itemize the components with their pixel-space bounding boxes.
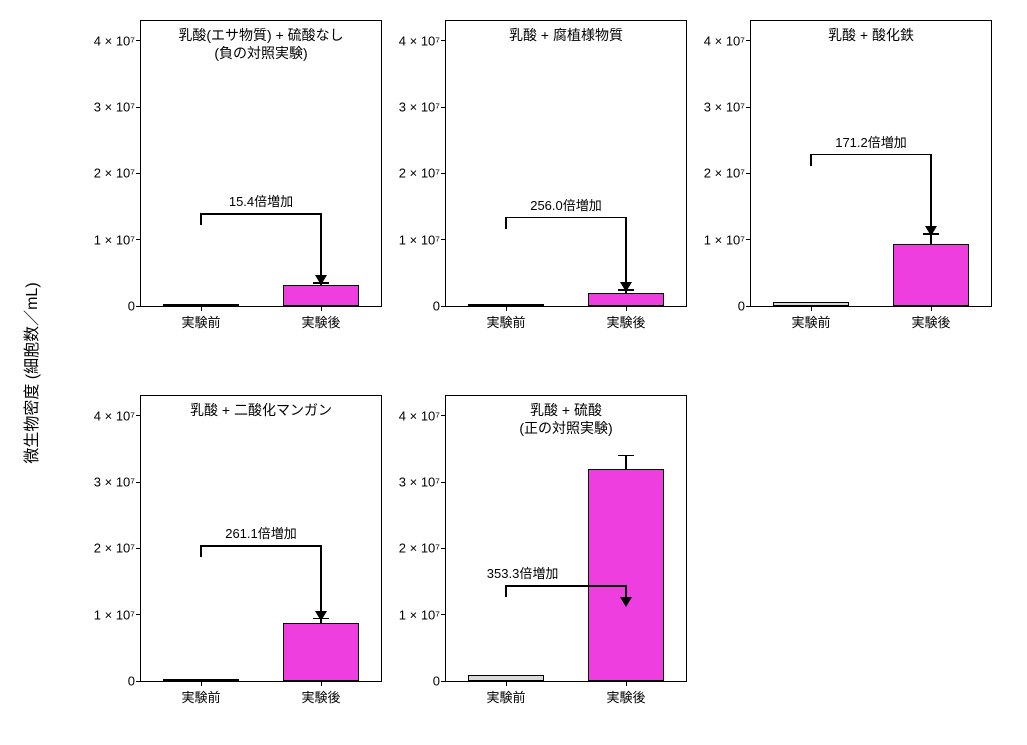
x-tick-label: 実験前 xyxy=(181,681,220,706)
annotation-bracket-left xyxy=(200,545,202,557)
annotation-arrowhead xyxy=(620,282,632,292)
y-tick-label: 1 × 10⁷ xyxy=(704,232,751,247)
y-tick-label: 3 × 10⁷ xyxy=(94,100,141,115)
x-tick-label: 実験前 xyxy=(486,306,525,331)
annotation-bracket-left xyxy=(810,154,812,166)
annotation-text: 256.0倍増加 xyxy=(530,195,602,214)
x-tick-label: 実験後 xyxy=(606,306,645,331)
panel-title: 乳酸 + 硫酸(正の対照実験) xyxy=(519,402,612,437)
y-tick-label: 4 × 10⁷ xyxy=(399,33,446,48)
bar-before xyxy=(163,679,240,681)
y-tick-label: 0 xyxy=(433,674,446,689)
figure-root: 微生物密度 (細胞数／mL) 乳酸(エサ物質) + 硫酸なし(負の対照実験)01… xyxy=(0,0,1027,745)
annotation-arrow-stem xyxy=(320,213,322,276)
chart-panel: 乳酸(エサ物質) + 硫酸なし(負の対照実験)01 × 10⁷2 × 10⁷3 … xyxy=(140,20,382,307)
annotation-bracket xyxy=(811,154,931,156)
y-axis-label: 微生物密度 (細胞数／mL) xyxy=(18,282,42,463)
errorbar-cap xyxy=(618,455,634,457)
y-tick-label: 2 × 10⁷ xyxy=(94,541,141,556)
y-tick-label: 2 × 10⁷ xyxy=(399,541,446,556)
annotation-bracket xyxy=(506,217,626,219)
y-tick-label: 2 × 10⁷ xyxy=(94,166,141,181)
annotation-text: 261.1倍増加 xyxy=(225,523,297,542)
annotation-bracket xyxy=(201,545,321,547)
bar-after xyxy=(588,293,665,306)
annotation-arrowhead xyxy=(925,226,937,236)
y-tick-label: 2 × 10⁷ xyxy=(399,166,446,181)
annotation-bracket xyxy=(506,585,626,587)
y-tick-label: 1 × 10⁷ xyxy=(94,232,141,247)
annotation-arrow-stem xyxy=(930,154,932,228)
annotation-arrowhead xyxy=(620,597,632,607)
y-tick-label: 0 xyxy=(128,299,141,314)
bar-after xyxy=(283,285,360,306)
y-tick-label: 4 × 10⁷ xyxy=(94,33,141,48)
panel-title: 乳酸 + 二酸化マンガン xyxy=(190,402,332,420)
annotation-bracket-left xyxy=(505,585,507,597)
bar-before xyxy=(468,304,545,306)
annotation-text: 353.3倍増加 xyxy=(487,563,559,582)
bar-before xyxy=(468,675,545,681)
y-tick-label: 0 xyxy=(128,674,141,689)
chart-panel: 乳酸 + 腐植様物質01 × 10⁷2 × 10⁷3 × 10⁷4 × 10⁷実… xyxy=(445,20,687,307)
bar-after xyxy=(588,469,665,681)
bar-before xyxy=(773,302,850,306)
bar-after xyxy=(283,623,360,681)
x-tick-label: 実験後 xyxy=(606,681,645,706)
y-tick-label: 0 xyxy=(433,299,446,314)
errorbar-stem xyxy=(625,456,627,469)
y-tick-label: 0 xyxy=(738,299,751,314)
annotation-arrow-stem xyxy=(625,217,627,284)
y-tick-label: 4 × 10⁷ xyxy=(94,408,141,423)
annotation-bracket-left xyxy=(505,217,507,229)
y-tick-label: 1 × 10⁷ xyxy=(399,607,446,622)
annotation-arrowhead xyxy=(315,611,327,621)
chart-panel: 乳酸 + 硫酸(正の対照実験)01 × 10⁷2 × 10⁷3 × 10⁷4 ×… xyxy=(445,395,687,682)
y-tick-label: 1 × 10⁷ xyxy=(94,607,141,622)
x-tick-label: 実験後 xyxy=(301,306,340,331)
y-tick-label: 3 × 10⁷ xyxy=(704,100,751,115)
y-tick-label: 3 × 10⁷ xyxy=(94,475,141,490)
chart-panel: 乳酸 + 酸化鉄01 × 10⁷2 × 10⁷3 × 10⁷4 × 10⁷実験前… xyxy=(750,20,992,307)
panel-title: 乳酸 + 酸化鉄 xyxy=(828,27,914,45)
bar-before xyxy=(163,304,240,306)
x-tick-label: 実験後 xyxy=(301,681,340,706)
x-tick-label: 実験後 xyxy=(911,306,950,331)
y-tick-label: 4 × 10⁷ xyxy=(399,408,446,423)
annotation-text: 15.4倍増加 xyxy=(229,191,293,210)
annotation-bracket xyxy=(201,213,321,215)
y-tick-label: 2 × 10⁷ xyxy=(704,166,751,181)
y-tick-label: 3 × 10⁷ xyxy=(399,475,446,490)
chart-panel: 乳酸 + 二酸化マンガン01 × 10⁷2 × 10⁷3 × 10⁷4 × 10… xyxy=(140,395,382,682)
panel-title: 乳酸(エサ物質) + 硫酸なし(負の対照実験) xyxy=(178,27,343,62)
annotation-text: 171.2倍増加 xyxy=(835,132,907,151)
panel-title: 乳酸 + 腐植様物質 xyxy=(509,27,623,45)
bar-after xyxy=(893,244,970,306)
annotation-bracket-left xyxy=(200,213,202,225)
y-tick-label: 3 × 10⁷ xyxy=(399,100,446,115)
annotation-arrow-stem xyxy=(320,545,322,612)
y-tick-label: 1 × 10⁷ xyxy=(399,232,446,247)
y-tick-label: 4 × 10⁷ xyxy=(704,33,751,48)
x-tick-label: 実験前 xyxy=(791,306,830,331)
x-tick-label: 実験前 xyxy=(181,306,220,331)
annotation-arrowhead xyxy=(315,275,327,285)
x-tick-label: 実験前 xyxy=(486,681,525,706)
